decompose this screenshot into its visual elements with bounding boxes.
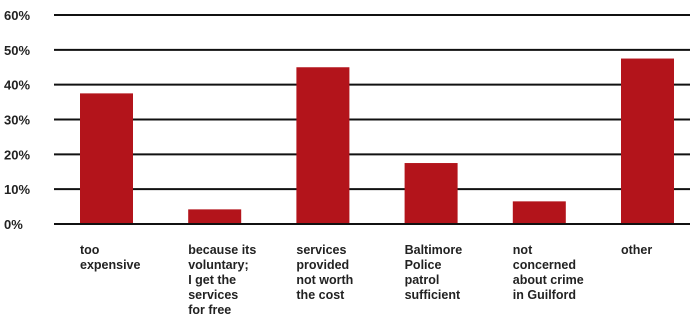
- y-tick-label: 50%: [4, 43, 30, 58]
- y-tick-label: 10%: [4, 182, 30, 197]
- y-tick-label: 40%: [4, 78, 30, 93]
- x-category-label: Baltimore Police patrol sufficient: [404, 243, 463, 302]
- y-axis-tick-labels: 0% 10% 20% 30% 40% 50% 60%: [4, 8, 30, 232]
- bar: [296, 67, 350, 224]
- bar: [188, 209, 242, 224]
- bar: [404, 163, 458, 224]
- bars: [54, 58, 690, 225]
- y-tick-label: 60%: [4, 8, 30, 23]
- x-category-label: other: [621, 243, 653, 257]
- x-category-label: services provided not worth the cost: [296, 243, 354, 302]
- y-tick-label: 0%: [4, 217, 23, 232]
- y-tick-label: 20%: [4, 147, 30, 162]
- x-category-label: not concerned about crime in Guilford: [512, 243, 584, 302]
- bar: [80, 93, 133, 224]
- bar: [512, 201, 566, 224]
- bar: [621, 58, 674, 224]
- x-category-label: because its voluntary; I get the service…: [188, 243, 257, 317]
- gridlines: [54, 14, 690, 225]
- x-category-label: too expensive: [80, 243, 141, 272]
- y-tick-label: 30%: [4, 113, 30, 128]
